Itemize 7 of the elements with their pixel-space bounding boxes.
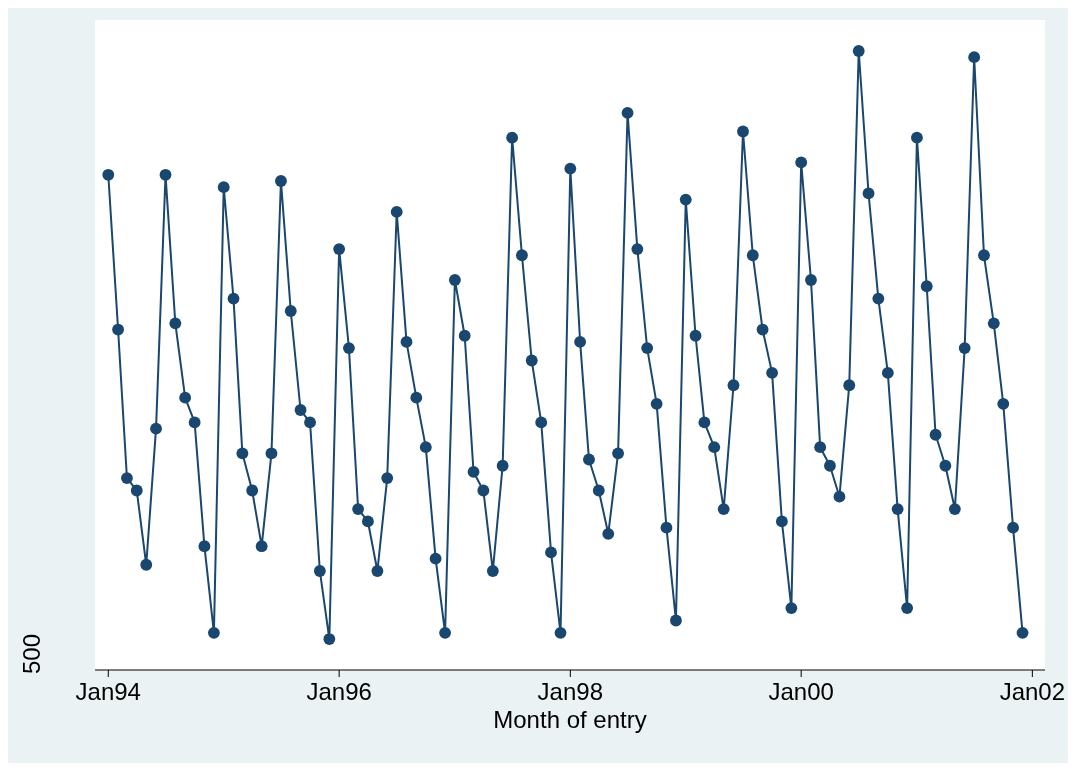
x-tick-label: Jan00 — [768, 678, 834, 705]
x-axis-title: Month of entry — [493, 706, 647, 733]
x-tick-label: Jan98 — [537, 678, 604, 705]
x-tick-label: Jan94 — [75, 678, 141, 705]
x-tick-label: Jan96 — [306, 678, 372, 705]
x-tick-label: Jan02 — [999, 678, 1066, 705]
text: 500 — [18, 633, 45, 675]
